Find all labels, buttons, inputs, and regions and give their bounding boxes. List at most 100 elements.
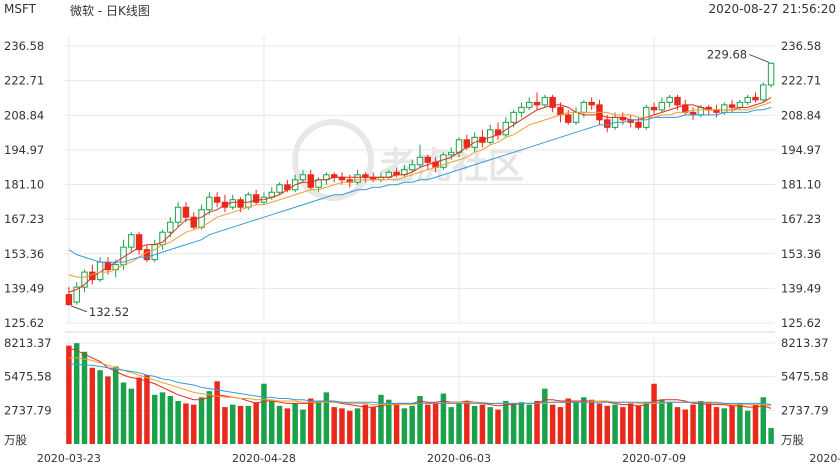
date-tick-label: 2020-03-23 xyxy=(37,452,101,465)
volume-bar xyxy=(331,407,337,444)
candle-body xyxy=(143,249,151,261)
candle-body xyxy=(658,101,666,111)
volume-bar xyxy=(105,376,111,444)
candle-body xyxy=(580,101,588,113)
date-tick-label: 2020-08-13 xyxy=(809,452,840,465)
volume-tick-label: 8213.37 xyxy=(4,336,52,350)
date-axis: 2020-03-23 2020-04-28 2020-06-03 2020-07-09… xyxy=(37,452,840,465)
volume-bar xyxy=(690,404,696,444)
volume-bar xyxy=(752,404,759,444)
volume-bar xyxy=(432,403,439,444)
ma-line-ma5 xyxy=(68,96,772,293)
volume-bar xyxy=(347,410,353,444)
candle-body xyxy=(728,104,736,108)
timestamp: 2020-08-27 21:56:20 xyxy=(708,2,836,16)
volume-bar xyxy=(549,404,556,444)
price-tick-label: 125.62 xyxy=(781,316,821,330)
volume-bar xyxy=(284,408,291,444)
volume-bars xyxy=(66,343,774,444)
volume-bar xyxy=(487,407,493,444)
volume-bar xyxy=(674,407,681,444)
high-pointer-line xyxy=(748,53,770,63)
volume-bar xyxy=(206,391,213,444)
price-tick-label: 236.58 xyxy=(781,39,821,53)
volume-bar xyxy=(151,394,158,444)
candle-body xyxy=(135,234,143,251)
volume-ma-line-ma20 xyxy=(68,363,772,406)
volume-bar xyxy=(721,408,728,444)
volume-bar xyxy=(666,402,673,444)
candle-body xyxy=(549,96,556,108)
date-tick-label: 2020-07-09 xyxy=(622,452,686,465)
candle-body xyxy=(73,286,80,303)
watermark-logo-icon xyxy=(292,119,374,201)
grid xyxy=(65,36,775,333)
volume-bar xyxy=(386,399,392,444)
candle-body xyxy=(447,151,455,156)
price-tick-label: 181.10 xyxy=(4,178,44,192)
volume-bar xyxy=(518,402,525,444)
candle-body xyxy=(526,101,533,108)
volume-bar xyxy=(713,407,720,444)
volume-bar xyxy=(760,397,767,444)
candle-body xyxy=(510,111,517,123)
candlestick-series xyxy=(65,62,775,306)
candle-body xyxy=(588,101,595,106)
ticker-symbol: MSFT xyxy=(4,2,36,16)
candle-body xyxy=(408,164,416,171)
volume-bar xyxy=(315,400,322,444)
ma-line-ma10 xyxy=(68,101,772,278)
ma-line-ma20 xyxy=(68,106,772,263)
volume-bar xyxy=(495,409,501,444)
volume-bar xyxy=(729,405,735,444)
volume-bar xyxy=(354,408,361,444)
volume-bar xyxy=(269,400,275,444)
volume-bar xyxy=(620,407,626,444)
volume-bar xyxy=(464,400,470,444)
volume-bar xyxy=(261,383,267,444)
volume-bar xyxy=(409,405,415,444)
volume-bar xyxy=(97,370,103,444)
volume-bar xyxy=(323,392,330,444)
volume-bar xyxy=(635,405,642,444)
candle-body xyxy=(518,106,525,113)
volume-bar xyxy=(175,400,181,444)
volume-bar xyxy=(292,403,298,444)
price-tick-label: 208.84 xyxy=(4,108,44,122)
volume-tick-label: 5475.58 xyxy=(4,370,52,384)
candle-body xyxy=(182,206,190,218)
volume-bar xyxy=(89,367,96,444)
price-axis-right: 236.58 222.71 208.84 194.97 181.10 167.23 153.… xyxy=(781,39,821,330)
moving-average-lines xyxy=(68,96,772,293)
price-tick-label: 125.62 xyxy=(4,316,44,330)
volume-bar xyxy=(378,394,384,444)
candle-body xyxy=(541,96,549,106)
volume-bar xyxy=(120,382,127,444)
volume-bar xyxy=(643,402,649,444)
candle-body xyxy=(565,114,572,123)
volume-bar xyxy=(510,403,517,444)
volume-bar xyxy=(526,404,532,444)
candle-body xyxy=(276,184,283,193)
volume-bar xyxy=(440,393,447,444)
candle-body xyxy=(533,101,541,106)
volume-bar xyxy=(698,400,704,444)
volume-bar xyxy=(596,403,603,444)
volume-bar xyxy=(557,407,564,444)
volume-bar xyxy=(542,388,548,444)
volume-bar xyxy=(534,400,540,444)
date-tick-label: 2020-06-03 xyxy=(427,452,491,465)
volume-unit-label: 万股 xyxy=(781,433,804,447)
candle-body xyxy=(354,174,361,183)
candle-body xyxy=(167,221,174,233)
candle-body xyxy=(229,199,236,208)
low-pointer-line xyxy=(70,305,88,313)
volume-bar xyxy=(136,377,142,444)
candle-body xyxy=(744,96,751,103)
volume-ma-line-ma5 xyxy=(68,347,772,409)
price-axis-left: 236.58 222.71 208.84 194.97 181.10 167.23 153.… xyxy=(4,39,44,330)
candle-body xyxy=(760,84,767,101)
volume-bar xyxy=(565,398,571,444)
volume-bar xyxy=(581,397,587,444)
candle-body xyxy=(299,174,307,181)
